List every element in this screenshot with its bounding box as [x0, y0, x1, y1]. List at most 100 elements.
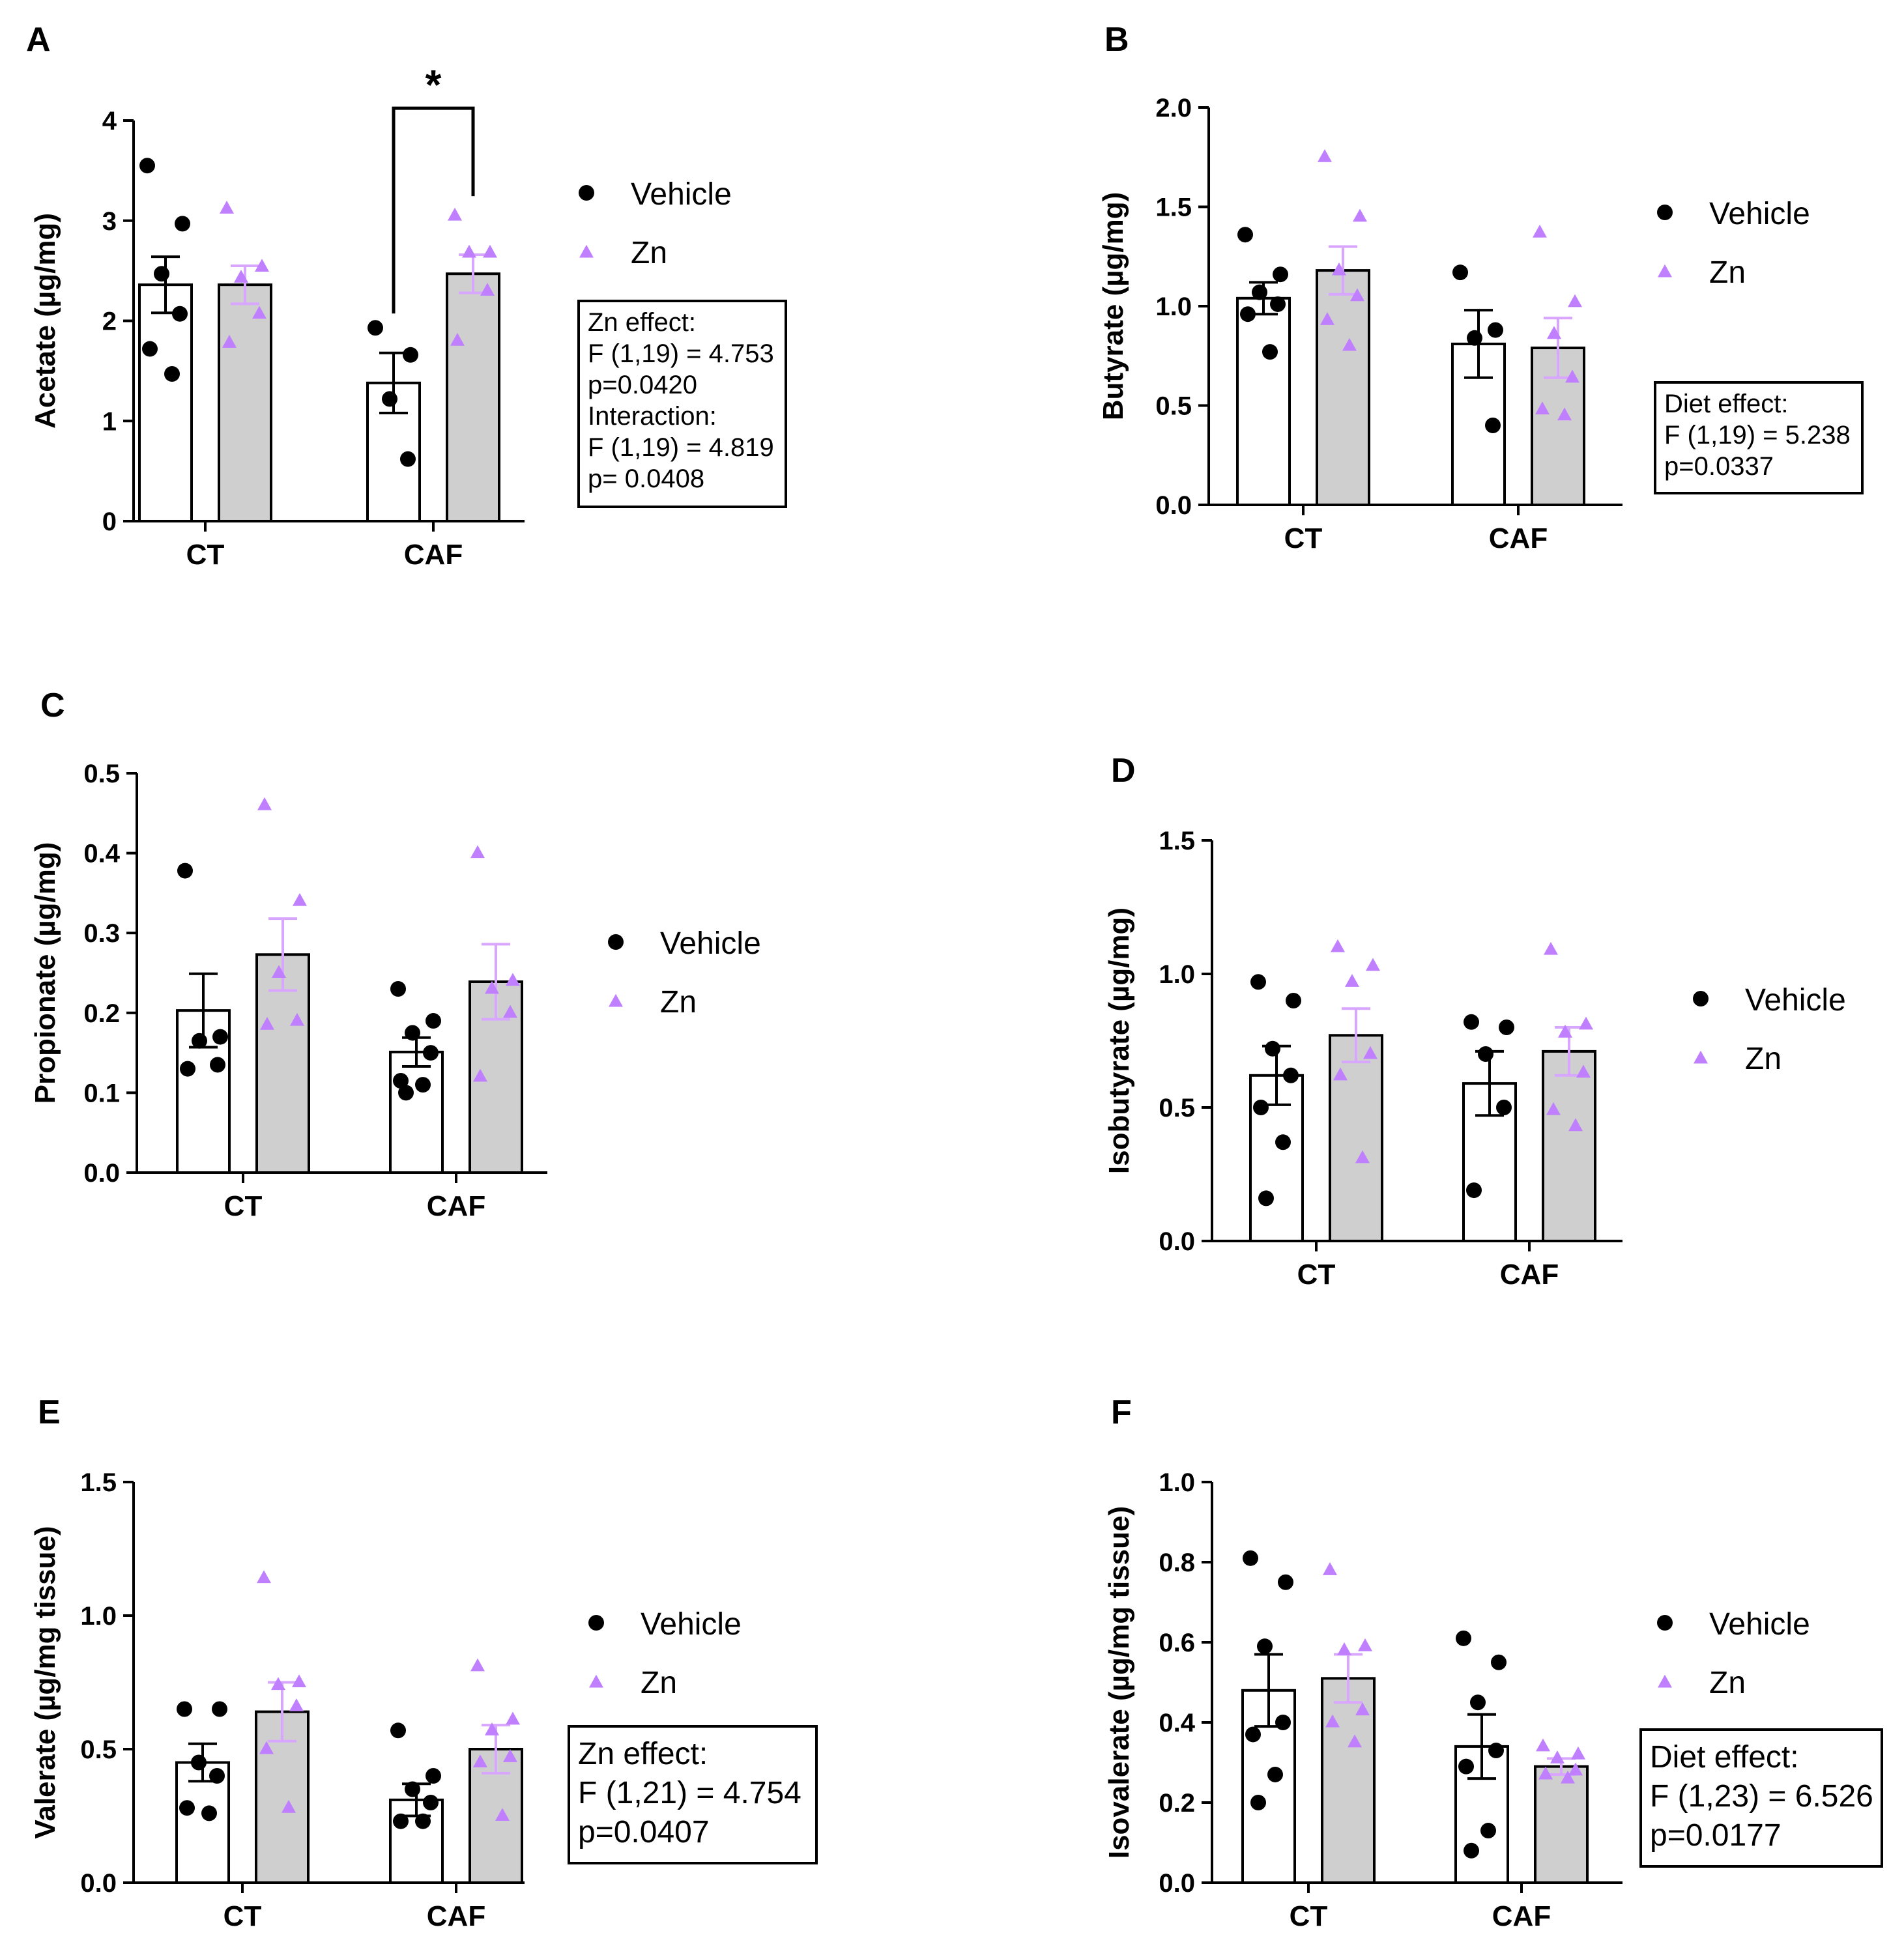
x-tick-label: CT: [1297, 1259, 1336, 1291]
data-point-zn: [506, 973, 520, 986]
y-axis-label: Butyrate (µg/mg): [1097, 192, 1129, 420]
data-point-zn: [1533, 224, 1547, 238]
data-point-zn: [506, 1711, 520, 1725]
panel-label: F: [1111, 1393, 1132, 1431]
data-point-vehicle: [201, 1805, 217, 1821]
legend-vehicle-marker: [588, 1615, 604, 1631]
data-point-vehicle: [400, 451, 416, 467]
data-point-zn: [450, 332, 465, 346]
legend-vehicle-label: Vehicle: [660, 926, 761, 961]
x-tick-label: CT: [224, 1190, 263, 1222]
data-point-zn: [271, 1677, 285, 1691]
data-point-zn: [1579, 1016, 1593, 1030]
data-point-vehicle: [368, 320, 383, 336]
data-point-vehicle: [423, 1795, 439, 1810]
bar-vehicle-caf: [389, 1050, 444, 1175]
data-point-vehicle: [179, 1800, 195, 1816]
y-tick-label: 1.0: [80, 1602, 117, 1631]
x-tick-label: CT: [1284, 522, 1323, 554]
data-point-vehicle: [210, 1057, 225, 1073]
data-point-zn: [1571, 1746, 1585, 1760]
legend-zn-label: Zn: [1709, 255, 1746, 290]
x-tick-label: CAF: [1489, 522, 1548, 554]
y-tick-label: 0.5: [1155, 392, 1192, 421]
data-point-zn: [470, 845, 485, 859]
data-point-vehicle: [191, 1754, 207, 1771]
y-tick-label: 0.0: [80, 1869, 117, 1898]
legend-zn-label: Zn: [1709, 1666, 1746, 1700]
data-point-zn: [1568, 1762, 1583, 1776]
data-point-zn: [252, 306, 267, 319]
stats-box: Diet effect: F (1,23) = 6.526 p=0.0177: [1639, 1728, 1883, 1868]
y-tick-label: 0.1: [83, 1079, 120, 1107]
stats-box-frame: [1654, 381, 1864, 494]
legend-zn-marker: [609, 993, 623, 1007]
significance-bracket: [392, 106, 475, 314]
data-point-vehicle: [398, 1085, 414, 1101]
legend-vehicle-marker: [608, 934, 624, 950]
legend: Vehicle Zn: [608, 926, 761, 1020]
data-point-vehicle: [192, 1033, 207, 1049]
stats-box-frame: [1639, 1728, 1883, 1868]
data-point-zn: [222, 335, 237, 348]
legend: Vehicle Zn: [1657, 197, 1810, 290]
y-tick-label: 1.5: [1159, 827, 1195, 855]
data-point-vehicle: [1499, 1020, 1514, 1035]
data-point-vehicle: [426, 1768, 441, 1784]
legend-vehicle-label: Vehicle: [1745, 983, 1846, 1018]
data-point-zn: [1355, 1150, 1370, 1163]
data-point-zn: [1546, 1102, 1561, 1115]
data-point-vehicle: [1458, 1758, 1474, 1775]
y-tick-label: 0.8: [1159, 1548, 1195, 1577]
data-point-vehicle: [1278, 1574, 1293, 1590]
data-point-vehicle: [405, 1025, 420, 1041]
data-point-zn: [470, 1658, 485, 1672]
data-point-vehicle: [1275, 1134, 1291, 1150]
data-point-vehicle: [209, 1768, 225, 1784]
data-point-vehicle: [1464, 1842, 1479, 1859]
data-point-zn: [289, 1698, 304, 1711]
stats-line: F (1,19) = 4.753: [588, 339, 774, 368]
data-point-vehicle: [415, 1077, 431, 1093]
bar-vehicle-ct: [1236, 296, 1291, 506]
legend-zn-marker: [1694, 1050, 1708, 1064]
y-axis-label: Isovalerate (µg/mg tissue): [1103, 1506, 1135, 1859]
x-tick-label: CAF: [427, 1900, 485, 1932]
data-point-vehicle: [1240, 306, 1256, 322]
legend-vehicle-label: Vehicle: [1709, 1607, 1810, 1642]
data-point-zn: [1544, 941, 1558, 955]
x-tick-label: CT: [1290, 1900, 1328, 1932]
stats-line: p=0.0420: [588, 371, 697, 399]
data-point-zn: [503, 1749, 517, 1762]
data-point-vehicle: [1270, 296, 1286, 312]
y-tick-label: 0.0: [1159, 1227, 1195, 1256]
stats-line: Diet effect:: [1650, 1740, 1799, 1775]
x-tick-label: CAF: [427, 1190, 485, 1222]
panel-label: B: [1104, 21, 1129, 59]
data-point-zn: [485, 980, 499, 994]
data-point-vehicle: [1250, 1795, 1266, 1810]
x-tick-label: CT: [224, 1900, 262, 1932]
panel-B: B 0.0 0.5 1.0 1.5 2.0 Butyrate (µg/mg) CT CAF Veh…: [1097, 21, 1864, 554]
legend-zn-marker: [589, 1674, 603, 1688]
data-point-vehicle: [1262, 344, 1278, 360]
data-point-vehicle: [1273, 266, 1288, 283]
data-point-vehicle: [1478, 1046, 1493, 1062]
data-point-vehicle: [1488, 322, 1503, 338]
y-tick-label: 0.3: [83, 919, 120, 948]
legend: Vehicle Zn: [1693, 983, 1846, 1076]
data-point-vehicle: [1267, 1766, 1283, 1782]
data-point-vehicle: [405, 1781, 420, 1797]
legend-zn-label: Zn: [631, 236, 667, 270]
legend-zn-label: Zn: [660, 985, 697, 1020]
stats-line: Zn effect:: [588, 308, 696, 337]
data-point-vehicle: [1496, 1100, 1512, 1115]
data-point-vehicle: [1245, 1726, 1261, 1743]
legend-zn-marker: [1658, 1674, 1672, 1688]
data-point-vehicle: [1485, 418, 1501, 433]
data-point-zn: [1355, 1702, 1370, 1716]
bar-zn-caf: [1534, 1765, 1589, 1884]
data-point-zn: [1568, 1118, 1583, 1132]
